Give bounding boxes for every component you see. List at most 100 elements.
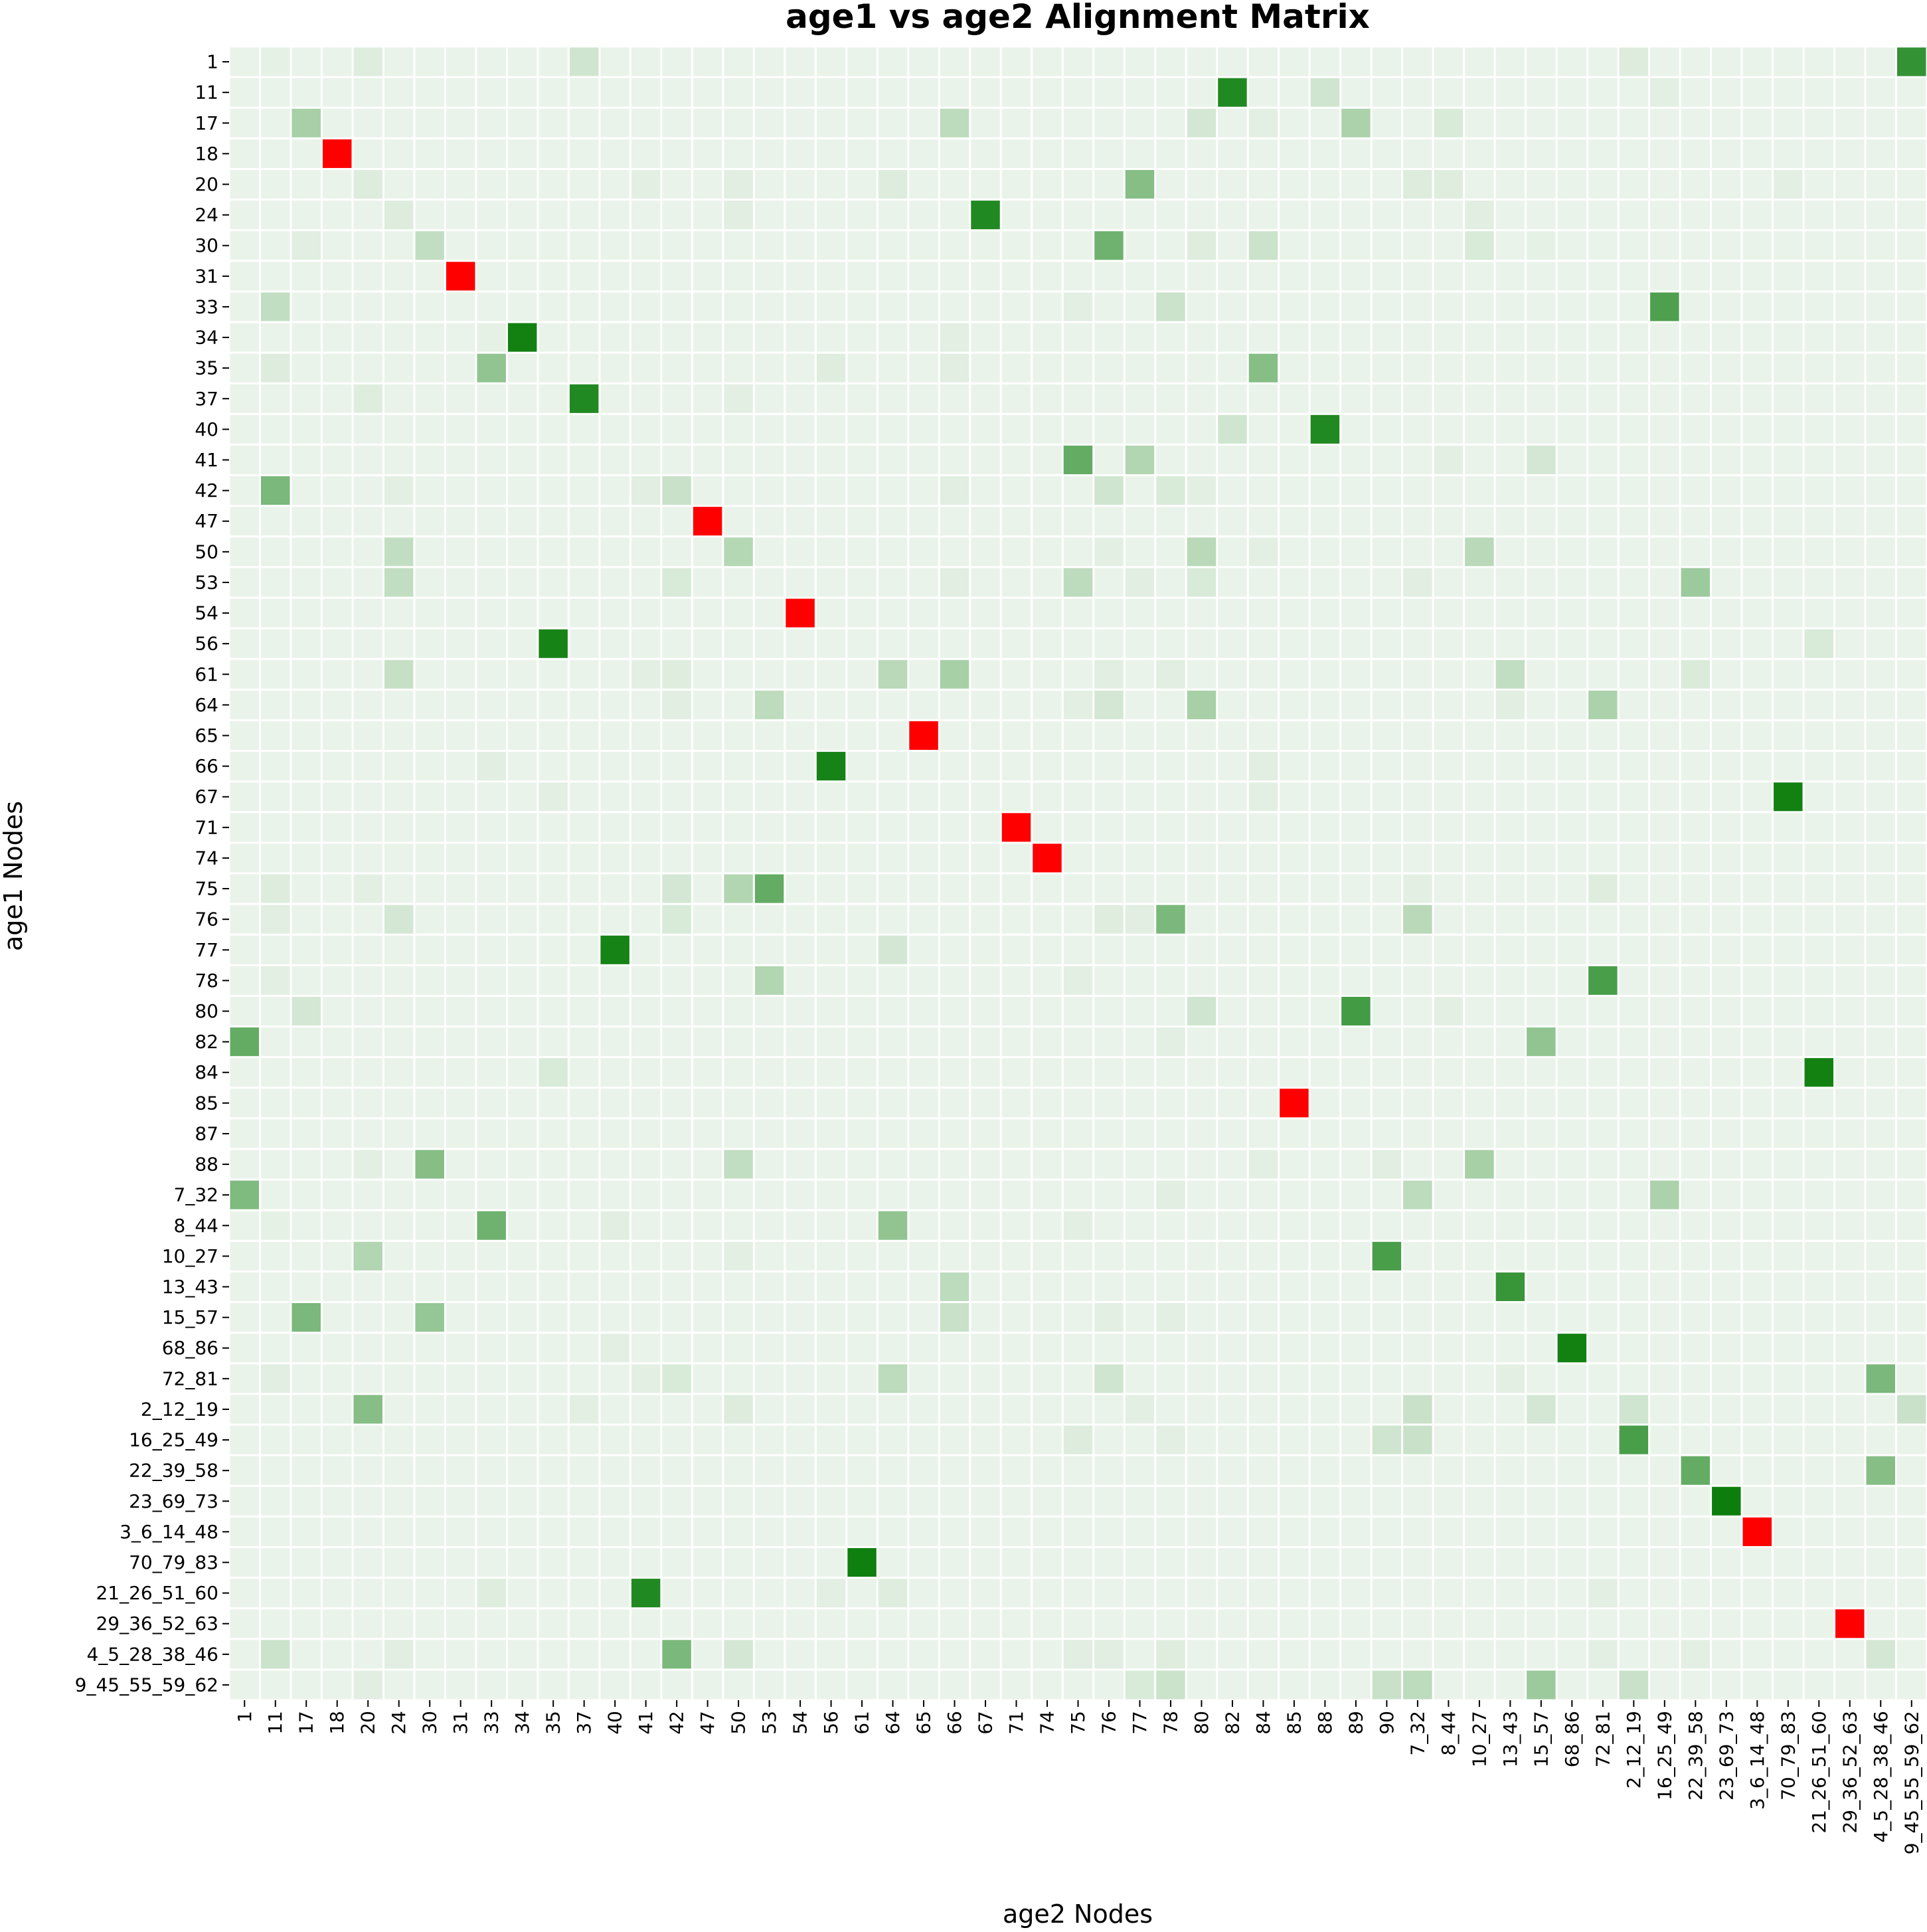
heatmap-cell [477,629,506,658]
heatmap-cell [1742,966,1772,995]
heatmap-cell [1218,1425,1247,1454]
heatmap-cell [1187,1211,1216,1240]
heatmap-cell [1372,659,1402,689]
heatmap-cell [940,1119,969,1148]
heatmap-cell [662,47,691,76]
heatmap-cell [1341,292,1371,321]
heatmap-cell [1125,1058,1155,1087]
heatmap-cell [1742,1609,1772,1638]
heatmap-cell [1063,201,1093,230]
heatmap-cell [940,1027,969,1057]
heatmap-cell [477,782,506,812]
heatmap-cell [662,384,691,413]
heatmap-cell [724,874,753,903]
heatmap-cell [1341,1027,1371,1057]
heatmap-cell [724,476,753,505]
heatmap-cell [539,1517,568,1546]
heatmap-cell [322,262,352,291]
heatmap-cell [1310,231,1340,260]
heatmap-cell [1156,384,1185,413]
heatmap-cell [878,1425,908,1454]
heatmap-cell [1588,1303,1618,1332]
heatmap-cell [816,537,846,567]
heatmap-cell [1804,966,1834,995]
heatmap-cell [1465,1058,1494,1087]
heatmap-cell [230,47,259,76]
heatmap-cell [1033,169,1062,199]
heatmap-cell [1495,629,1525,658]
heatmap-cell [631,1089,661,1118]
heatmap-cell [971,78,1000,107]
heatmap-cell [1465,353,1494,383]
heatmap-cell [971,966,1000,995]
heatmap-cell [600,201,629,230]
y-tick-label: 66 [195,755,218,777]
heatmap-cell [909,874,938,903]
heatmap-cell [292,1640,321,1669]
y-tick-label: 87 [195,1122,218,1144]
heatmap-cell [539,323,568,352]
heatmap-cell [1218,1640,1247,1669]
heatmap-cell [1187,966,1216,995]
heatmap-cell [878,843,908,873]
x-tick-label: 21_26_51_60 [1808,1711,1830,1834]
heatmap-cell [260,752,290,781]
heatmap-cell [1248,1150,1278,1179]
heatmap-cell [1248,1486,1278,1516]
heatmap-cell [1557,1272,1587,1302]
heatmap-cell [600,108,629,137]
heatmap-cell [878,1395,908,1424]
heatmap-cell [1650,47,1679,76]
heatmap-cell [446,1027,475,1057]
heatmap-cell [1033,1058,1062,1087]
heatmap-cell [1341,1058,1371,1087]
heatmap-cell [1341,752,1371,781]
heatmap-cell [1403,843,1432,873]
heatmap-cell [477,752,506,781]
heatmap-cell [600,752,629,781]
heatmap-cell [1218,966,1247,995]
heatmap-cell [1619,1547,1649,1577]
heatmap-cell [754,598,784,628]
heatmap-cell [507,1334,537,1363]
heatmap-cell [569,1180,599,1209]
heatmap-cell [786,782,815,812]
heatmap-cell [1712,476,1741,505]
heatmap-cell [662,966,691,995]
heatmap-cell [1280,47,1309,76]
heatmap-cell [1218,1579,1247,1608]
heatmap-cell [1248,1670,1278,1700]
heatmap-cell [1465,476,1494,505]
heatmap-cell [230,659,259,689]
heatmap-cell [1033,231,1062,260]
heatmap-cell [1681,507,1711,536]
heatmap-cell [847,1364,877,1393]
heatmap-cell [1218,445,1247,475]
heatmap-cell [847,1119,877,1148]
heatmap-cell [1001,1395,1031,1424]
heatmap-cell [384,935,414,964]
heatmap-cell [1835,752,1865,781]
heatmap-cell [1774,1027,1803,1057]
heatmap-cell [754,1486,784,1516]
heatmap-cell [477,1425,506,1454]
heatmap-cell [446,384,475,413]
heatmap-cell [786,384,815,413]
heatmap-cell [1527,1456,1556,1485]
x-tick-label: 77 [1129,1711,1151,1735]
heatmap-cell [1742,262,1772,291]
heatmap-cell [1434,1241,1464,1271]
heatmap-cell [1341,1334,1371,1363]
heatmap-cell [322,598,352,628]
heatmap-cell [477,813,506,842]
heatmap-cell [1280,1425,1309,1454]
heatmap-cell [1681,384,1711,413]
heatmap-cell [1588,1180,1618,1209]
heatmap-cell [1897,1334,1926,1363]
heatmap-cell [693,1670,722,1700]
x-tick-label: 68_86 [1561,1711,1583,1767]
heatmap-cell [260,1119,290,1148]
heatmap-cell [693,537,722,567]
heatmap-cell [1681,996,1711,1026]
heatmap-cell [971,169,1000,199]
